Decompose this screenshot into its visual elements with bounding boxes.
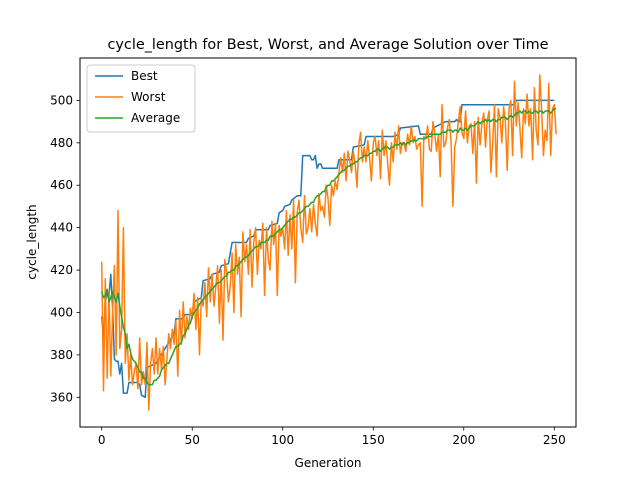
y-tick-label: 420: [50, 263, 73, 277]
series-line-worst: [100, 74, 557, 411]
y-tick-label: 400: [50, 305, 73, 319]
legend-label-average: Average: [131, 111, 180, 125]
legend: Best Worst Average: [86, 64, 196, 133]
y-tick-label: 440: [50, 221, 73, 235]
x-axis-ticks: 0 50 100 150 200 250: [98, 427, 566, 447]
y-axis-label: cycle_length: [25, 204, 39, 279]
x-tick-label: 50: [185, 433, 200, 447]
chart-title: cycle_length for Best, Worst, and Averag…: [108, 37, 549, 53]
x-axis-label: Generation: [295, 456, 362, 470]
plot-lines: [100, 74, 557, 411]
x-tick-label: 100: [271, 433, 294, 447]
series-line-average: [100, 108, 557, 386]
axes-frame: [79, 57, 577, 428]
legend-label-best: Best: [131, 69, 158, 83]
y-tick-label: 380: [50, 348, 73, 362]
x-tick-label: 200: [452, 433, 475, 447]
y-axis-ticks: 360 380 400 420 440 460 480 500: [50, 93, 80, 404]
legend-box: [86, 64, 196, 133]
y-tick-label: 460: [50, 178, 73, 192]
y-tick-label: 480: [50, 136, 73, 150]
series-line-best: [100, 99, 555, 399]
y-tick-label: 500: [50, 93, 73, 107]
x-tick-label: 0: [98, 433, 106, 447]
x-tick-label: 250: [543, 433, 566, 447]
y-tick-label: 360: [50, 390, 73, 404]
x-tick-label: 150: [362, 433, 385, 447]
legend-label-worst: Worst: [131, 90, 166, 104]
